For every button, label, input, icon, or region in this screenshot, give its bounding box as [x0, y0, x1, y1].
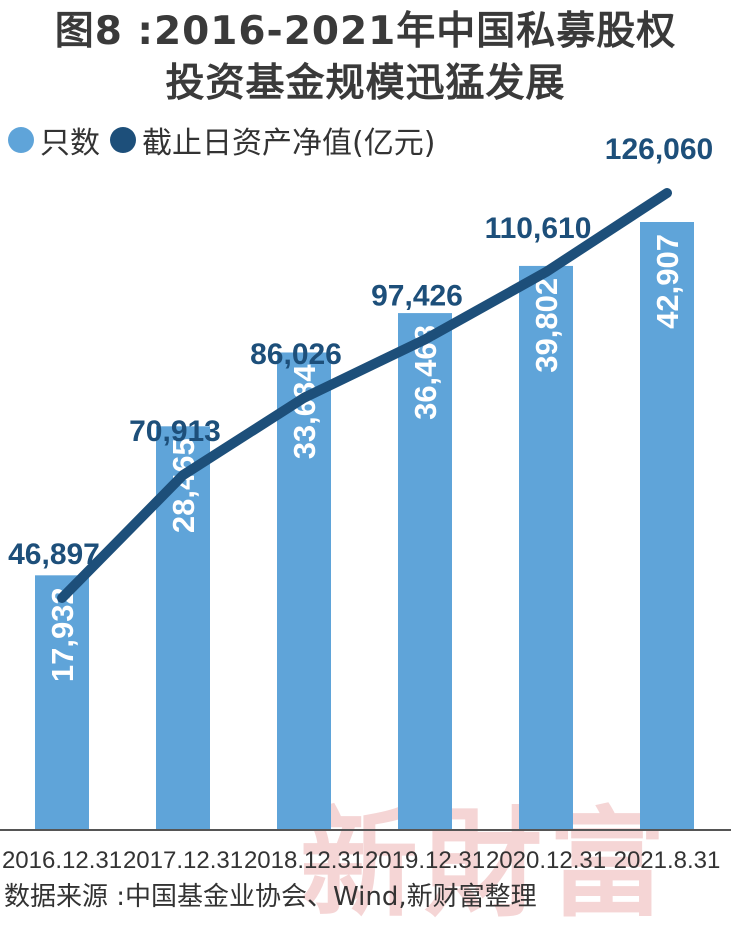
line-label-2017.12.31: 70,913 — [129, 415, 221, 448]
net-asset-line — [57, 188, 672, 603]
bar-label-2021.8.31: 42,907 — [650, 234, 685, 329]
line-label-2016.12.31: 46,897 — [8, 538, 100, 571]
legend-line-swatch — [110, 127, 136, 153]
line-label-2019.12.31: 97,426 — [371, 279, 463, 312]
x-tick-label-2016.12.31: 2016.12.31 — [2, 847, 122, 874]
watermark-logo: 新財富 — [300, 794, 673, 933]
bar-label-2020.12.31: 39,802 — [529, 278, 564, 373]
chart-title-line2: 投资基金规模迅猛发展 — [165, 61, 566, 106]
x-tick-label-2017.12.31: 2017.12.31 — [123, 847, 243, 874]
x-tick-label-2019.12.31: 2019.12.31 — [365, 847, 485, 874]
bar-2020.12.31 — [519, 265, 573, 830]
legend-line-label: 截止日资产净值(亿元) — [142, 126, 436, 161]
line-label-2018.12.31: 86,026 — [250, 338, 342, 371]
line-label-2021.8.31: 126,060 — [605, 133, 713, 166]
x-tick-label-2020.12.31: 2020.12.31 — [486, 847, 606, 874]
bar-2019.12.31 — [398, 313, 452, 829]
legend-item-line: 截止日资产净值(亿元) — [110, 118, 435, 162]
x-tick-label-2018.12.31: 2018.12.31 — [244, 847, 364, 874]
bar-2018.12.31 — [277, 352, 331, 829]
bar-2016.12.31 — [35, 575, 89, 829]
chart-title-line1: 图8 :2016-2021年中国私募股权 — [54, 9, 677, 54]
bar-2021.8.31 — [640, 222, 694, 829]
chart-legend: 只数 截止日资产净值(亿元) — [8, 118, 445, 162]
legend-item-bar: 只数 — [8, 118, 100, 162]
bar-label-2018.12.31: 33,684 — [287, 364, 322, 460]
legend-bar-swatch — [8, 127, 34, 153]
data-source: 数据来源 :中国基金业协会、Wind,新财富整理 — [4, 882, 537, 912]
legend-bar-label: 只数 — [40, 126, 100, 161]
x-tick-label-2021.8.31: 2021.8.31 — [614, 847, 721, 874]
line-label-2020.12.31: 110,610 — [485, 212, 592, 245]
bar-label-2016.12.31: 17,932 — [45, 587, 80, 682]
chart-title: 图8 :2016-2021年中国私募股权 投资基金规模迅猛发展 — [0, 6, 731, 110]
